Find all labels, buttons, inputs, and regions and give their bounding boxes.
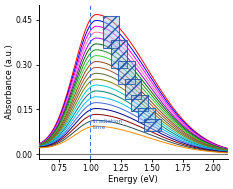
X-axis label: Energy (eV): Energy (eV) xyxy=(108,175,158,184)
Bar xyxy=(103,16,119,48)
Bar xyxy=(138,108,155,122)
Bar xyxy=(118,61,134,84)
Bar xyxy=(110,40,127,67)
Bar xyxy=(131,95,148,111)
Bar xyxy=(144,119,161,131)
Bar xyxy=(138,108,155,122)
Bar xyxy=(125,79,141,99)
Bar xyxy=(118,61,134,84)
Bar xyxy=(103,16,119,48)
Text: Irradiation
time: Irradiation time xyxy=(93,119,123,130)
Bar xyxy=(131,95,148,111)
Y-axis label: Absorbance (a.u.): Absorbance (a.u.) xyxy=(5,44,14,119)
Bar xyxy=(144,119,161,131)
Bar xyxy=(110,40,127,67)
Bar xyxy=(125,79,141,99)
